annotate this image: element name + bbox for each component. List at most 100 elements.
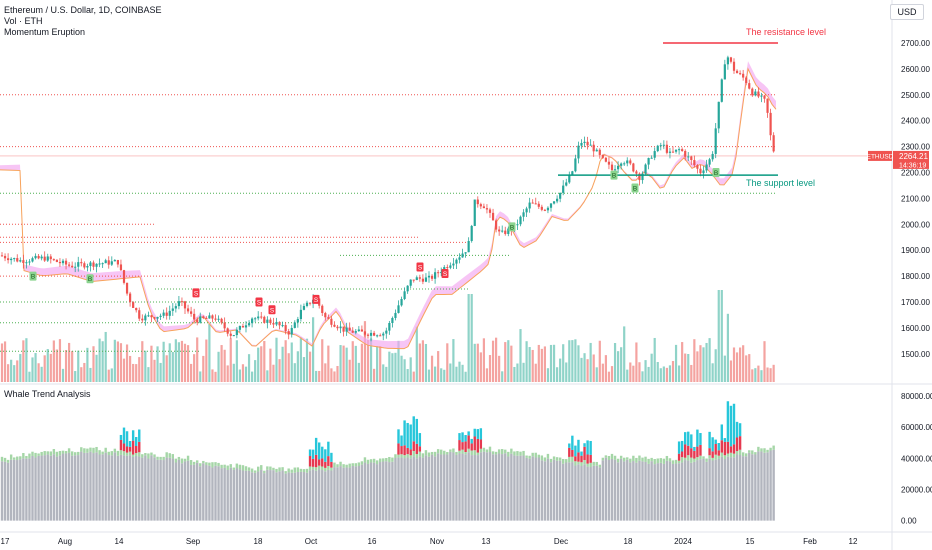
candle-body: [95, 263, 98, 267]
whale-spike-bar: [406, 422, 409, 448]
whale-base-bar: [476, 455, 479, 521]
whale-green-bar: [528, 455, 531, 459]
whale-green-bar: [507, 451, 510, 457]
candle-body: [251, 318, 254, 324]
candle-body: [678, 149, 681, 151]
volume-bar: [257, 347, 260, 382]
whale-spike-bar: [589, 440, 592, 455]
candle-body: [284, 325, 287, 332]
whale-red-bar: [400, 446, 403, 455]
whale-green-bar: [202, 460, 205, 464]
whale-base-bar: [83, 452, 86, 521]
whale-base-bar: [284, 473, 287, 521]
sell-signal-marker: [192, 288, 200, 298]
whale-base-bar: [397, 457, 400, 521]
volume-bar: [430, 355, 434, 382]
whale-base-bar: [488, 452, 492, 521]
buy-signal-text: B: [31, 274, 35, 281]
whale-spike-bar: [735, 421, 739, 438]
candle-body: [7, 258, 10, 261]
candle-body: [662, 144, 665, 146]
volume-bar: [739, 347, 742, 382]
candle-body: [211, 315, 214, 319]
volume-bar: [641, 371, 644, 382]
candle-body: [10, 258, 13, 261]
sell-signal-marker: [416, 262, 424, 272]
whale-green-bar: [360, 461, 364, 465]
whale-base-bar: [516, 455, 519, 521]
candle-body: [668, 151, 672, 153]
volume-bar: [132, 363, 135, 382]
candle-body: [125, 282, 129, 294]
time-axis-tick: Oct: [305, 537, 318, 546]
candle-body: [434, 272, 437, 279]
volume-bar: [409, 357, 412, 382]
volume-bar: [321, 339, 324, 382]
volume-bar: [620, 347, 623, 382]
volume-bar: [491, 340, 495, 382]
whale-green-bar: [13, 457, 16, 460]
whale-green-bar: [763, 448, 766, 453]
candle-body: [708, 159, 711, 165]
buy-signal-text: B: [510, 224, 514, 231]
whale-green-bar: [674, 459, 678, 464]
whale-spike-bar: [684, 432, 687, 445]
whale-green-bar: [107, 451, 110, 456]
volume-bar: [647, 366, 650, 382]
volume-bar: [49, 353, 52, 382]
candle-body: [293, 322, 296, 328]
whale-green-bar: [171, 454, 174, 459]
whale-green-bar: [95, 446, 98, 453]
volume-bar: [226, 365, 229, 382]
candle-body: [31, 258, 34, 262]
whale-green-bar: [436, 449, 440, 454]
candle-body: [92, 262, 95, 267]
candle-body: [635, 171, 638, 174]
volume-indicator-label: Vol · ETH: [4, 16, 43, 26]
whale-spike-bar: [726, 401, 730, 442]
candle-body: [235, 329, 238, 336]
whale-green-bar: [754, 452, 757, 455]
whale-green-bar: [470, 450, 473, 456]
whale-base-bar: [531, 456, 534, 521]
whale-base-bar: [449, 451, 452, 521]
whale-red-bar: [119, 439, 123, 451]
whale-green-bar: [345, 464, 348, 468]
whale-green-bar: [321, 466, 324, 471]
whale-base-bar: [302, 472, 306, 521]
whale-green-bar: [546, 453, 550, 459]
whale-base-bar: [369, 462, 373, 521]
volume-bar: [318, 370, 321, 382]
volume-bar: [247, 354, 251, 382]
whale-base-bar: [473, 454, 476, 521]
candle-body: [104, 260, 107, 264]
whale-axis-tick: 20000.00: [901, 485, 932, 494]
candle-body: [141, 318, 144, 321]
whale-green-bar: [552, 456, 556, 460]
candle-body: [153, 317, 156, 319]
volume-bar: [708, 338, 711, 382]
candle-body: [644, 164, 647, 174]
whale-green-bar: [720, 452, 723, 457]
whale-green-bar: [382, 458, 385, 462]
whale-axis-tick: 80000.00: [901, 392, 932, 401]
whale-base-bar: [58, 455, 62, 521]
candle-body: [147, 315, 150, 317]
whale-base-bar: [272, 470, 275, 521]
currency-button[interactable]: USD: [890, 4, 924, 20]
whale-green-bar: [311, 466, 315, 470]
whale-base-bar: [177, 459, 181, 521]
whale-red-bar: [122, 443, 126, 452]
whale-green-bar: [705, 458, 708, 462]
volume-bar: [153, 359, 156, 382]
candle-body: [217, 318, 220, 320]
candle-body: [162, 312, 165, 316]
candle-body: [525, 208, 528, 213]
volume-bar: [632, 365, 635, 382]
whale-spike-bar: [574, 445, 577, 457]
candle-body: [373, 332, 376, 336]
candle-body: [495, 220, 498, 230]
whale-base-bar: [196, 462, 199, 521]
volume-bar: [464, 371, 467, 382]
